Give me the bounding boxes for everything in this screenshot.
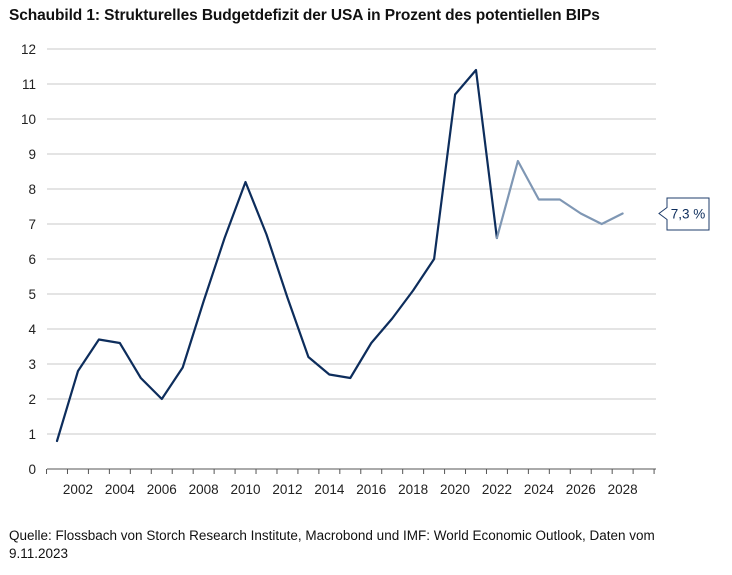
x-tick-label: 2024 — [524, 482, 555, 497]
y-tick-label: 6 — [28, 252, 36, 267]
x-tick-label: 2016 — [356, 482, 386, 497]
x-axis: 2002 2004 2006 2008 2010 2012 2014 2016 2018 2020… — [46, 468, 656, 497]
x-tick-label: 2006 — [147, 482, 177, 497]
y-tick-label: 8 — [28, 182, 36, 197]
y-tick-label: 9 — [28, 147, 36, 162]
x-tick-label: 2012 — [272, 482, 302, 497]
source-note: Quelle: Flossbach von Storch Research In… — [9, 528, 655, 561]
value-callout: 7,3 % — [658, 197, 710, 231]
y-tick-label: 1 — [28, 427, 36, 442]
y-tick-label: 0 — [28, 462, 36, 477]
y-tick-label: 11 — [22, 77, 36, 92]
y-tick-label: 12 — [21, 42, 36, 57]
callout-label: 7,3 % — [671, 207, 706, 222]
y-tick-label: 2 — [28, 392, 36, 407]
y-tick-label: 3 — [28, 357, 36, 372]
gridlines — [47, 48, 656, 435]
callout-box — [658, 197, 710, 231]
x-tick-label: 2004 — [105, 482, 136, 497]
x-tick-label: 2022 — [482, 482, 512, 497]
y-tick-label: 4 — [28, 322, 36, 337]
series-lines — [55, 68, 624, 443]
y-tick-label: 10 — [21, 112, 36, 127]
x-tick-label: 2026 — [566, 482, 596, 497]
x-tick-label: 2014 — [314, 482, 345, 497]
y-tick-label: 5 — [28, 287, 36, 302]
series-line-historisch — [55, 68, 498, 443]
x-tick-label: 2002 — [63, 482, 93, 497]
x-tick-label: 2010 — [231, 482, 261, 497]
series-line-prognose — [495, 159, 624, 240]
x-tick-label: 2020 — [440, 482, 470, 497]
x-tick-label: 2028 — [608, 482, 638, 497]
x-tick-label: 2018 — [398, 482, 428, 497]
x-tick-label: 2008 — [189, 482, 219, 497]
y-tick-label: 7 — [28, 217, 36, 232]
chart-title: Schaubild 1: Strukturelles Budgetdefizit… — [9, 7, 600, 24]
